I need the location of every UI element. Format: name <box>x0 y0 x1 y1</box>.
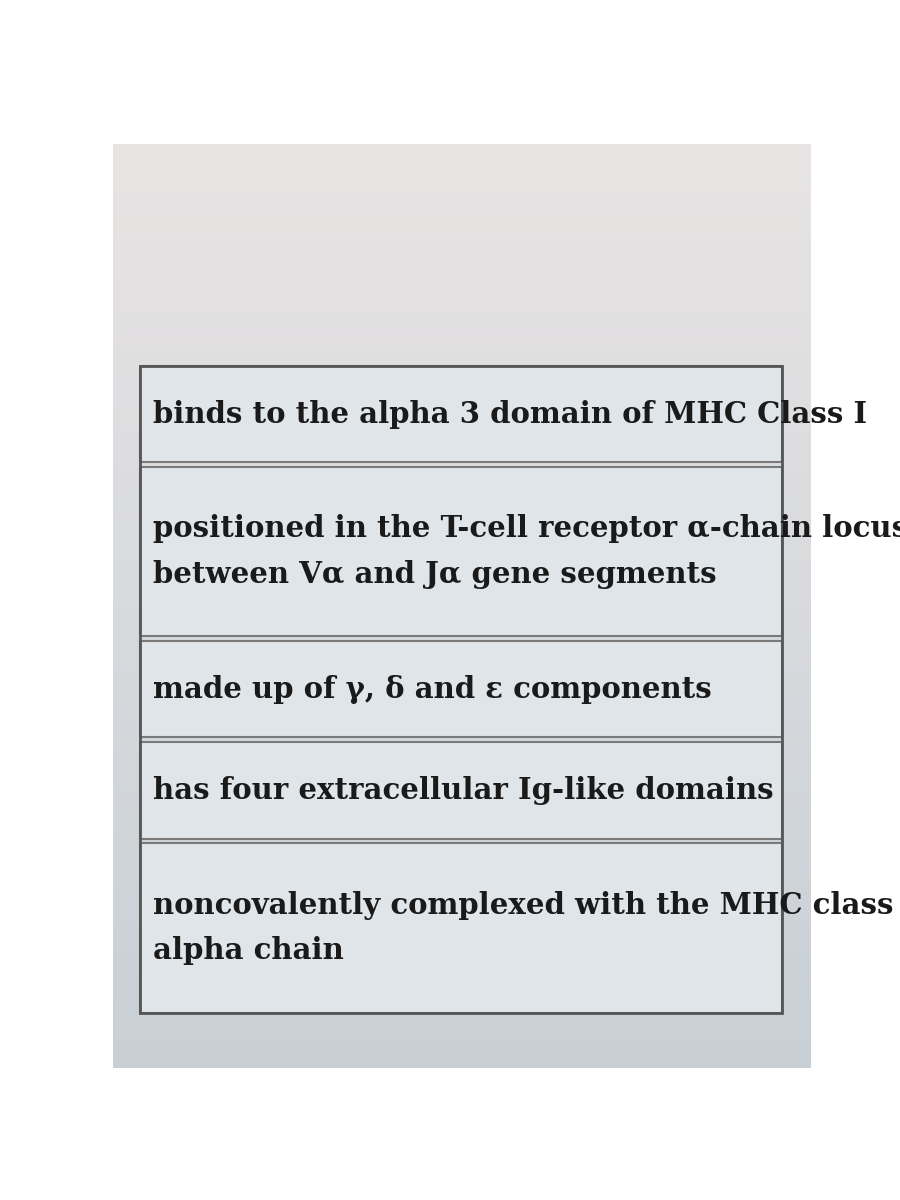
Text: noncovalently complexed with the MHC class I: noncovalently complexed with the MHC cla… <box>153 890 900 919</box>
Text: has four extracellular Ig-like domains: has four extracellular Ig-like domains <box>153 776 774 805</box>
Text: binds to the alpha 3 domain of MHC Class I: binds to the alpha 3 domain of MHC Class… <box>153 400 867 428</box>
Bar <box>140 641 782 738</box>
Text: made up of γ, δ and ε components: made up of γ, δ and ε components <box>153 674 712 703</box>
Text: alpha chain: alpha chain <box>153 936 344 965</box>
Text: between Vα and Jα gene segments: between Vα and Jα gene segments <box>153 560 716 589</box>
Bar <box>140 366 782 462</box>
Text: positioned in the T-cell receptor α-chain locus: positioned in the T-cell receptor α-chai… <box>153 515 900 544</box>
Bar <box>140 366 782 1013</box>
Bar <box>140 467 782 636</box>
Bar <box>140 742 782 839</box>
Bar <box>140 844 782 1013</box>
